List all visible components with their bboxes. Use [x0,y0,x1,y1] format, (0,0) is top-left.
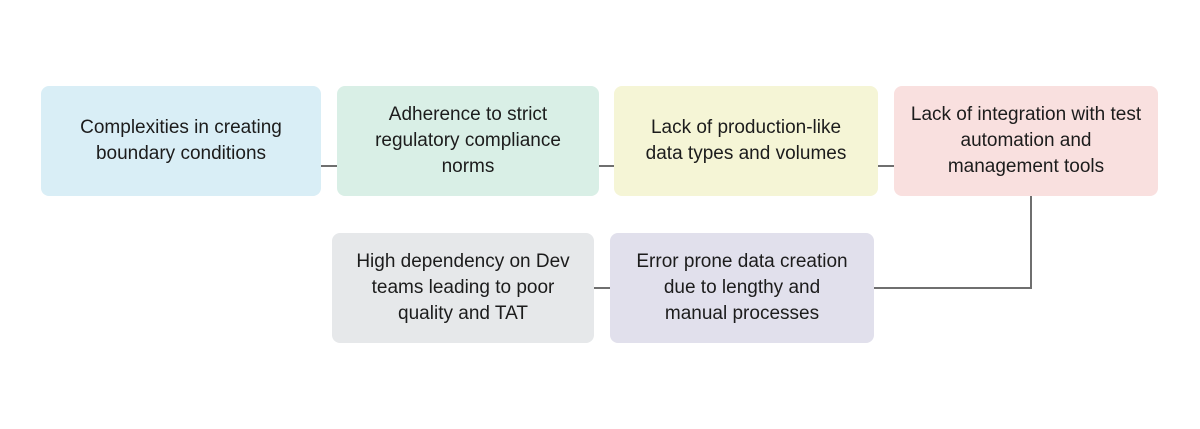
connector-2-3 [599,165,614,167]
node-dev-team-dependency: High dependency on Dev teams leading to … [332,233,594,343]
connector-1-2 [321,165,337,167]
connector-4-5-vertical [1030,196,1032,289]
node-complexities-boundary-conditions: Complexities in creating boundary condit… [41,86,321,196]
connector-4-5-horizontal [874,287,1032,289]
node-regulatory-compliance: Adherence to strict regulatory complianc… [337,86,599,196]
node-integration-tools: Lack of integration with test automation… [894,86,1158,196]
connector-5-6 [594,287,610,289]
node-error-prone-data-creation: Error prone data creation due to lengthy… [610,233,874,343]
connector-3-4 [878,165,894,167]
node-production-like-data: Lack of production-like data types and v… [614,86,878,196]
